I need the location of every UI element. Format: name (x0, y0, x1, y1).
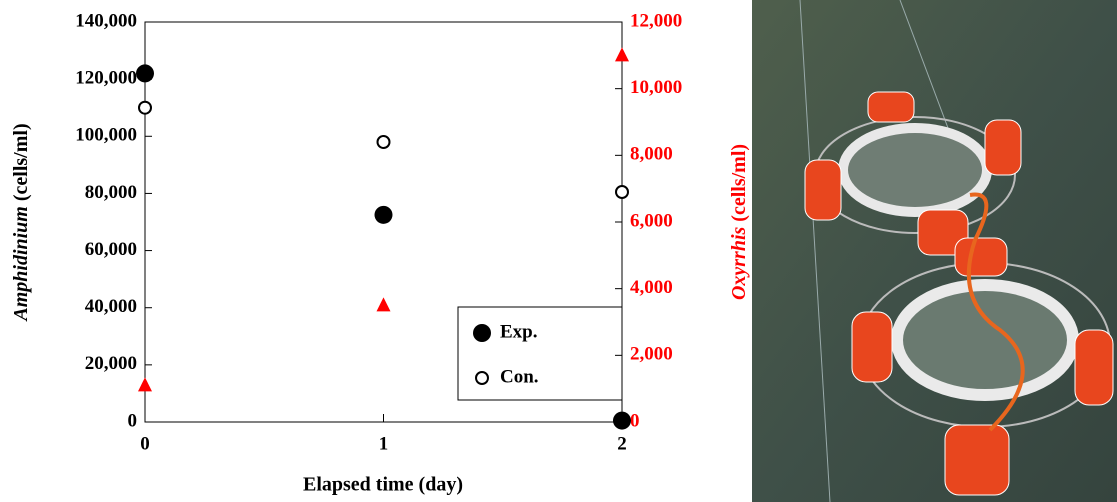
y-tick-label: 100,000 (75, 125, 137, 146)
figure: Elapsed time (day) Amphidinium (cells/ml… (0, 0, 1117, 502)
point (613, 412, 631, 430)
y-tick-label: 80,000 (85, 182, 137, 203)
point (375, 206, 393, 224)
y2-axis-label: Oxyrrhis (cells/ml) (728, 144, 750, 300)
point (615, 47, 629, 61)
y-tick-label: 40,000 (85, 296, 137, 317)
y-tick-label: 140,000 (75, 10, 137, 31)
y2-tick-label: 8,000 (630, 144, 673, 165)
point (377, 297, 391, 311)
y-tick-label: 60,000 (85, 239, 137, 260)
y2-tick-label: 10,000 (630, 77, 682, 98)
x-tick-label: 0 (140, 433, 150, 454)
y-axis-label: Amphidinium (cells/ml) (10, 123, 32, 322)
legend (458, 307, 622, 400)
point (138, 377, 152, 391)
point (378, 136, 390, 148)
y-tick-label: 20,000 (85, 353, 137, 374)
x-tick-label: 2 (617, 433, 627, 454)
legend-label: Con. (500, 366, 539, 387)
legend-label: Exp. (500, 321, 538, 342)
photo (752, 0, 1117, 502)
page: {"chart_data": {"type": "scatter", "x_la… (0, 0, 1117, 502)
y2-tick-label: 6,000 (630, 210, 673, 231)
y2-tick-label: 2,000 (630, 344, 673, 365)
legend-marker (476, 372, 488, 384)
point (139, 102, 151, 114)
point (616, 186, 628, 198)
y2-tick-label: 4,000 (630, 277, 673, 298)
legend-marker (473, 324, 491, 342)
y-tick-label: 0 (128, 410, 138, 431)
point (136, 64, 154, 82)
y-tick-label: 120,000 (75, 68, 137, 89)
y2-tick-label: 0 (630, 410, 640, 431)
x-tick-label: 1 (379, 433, 389, 454)
x-axis-label: Elapsed time (day) (303, 474, 463, 496)
y2-tick-label: 12,000 (630, 10, 682, 31)
